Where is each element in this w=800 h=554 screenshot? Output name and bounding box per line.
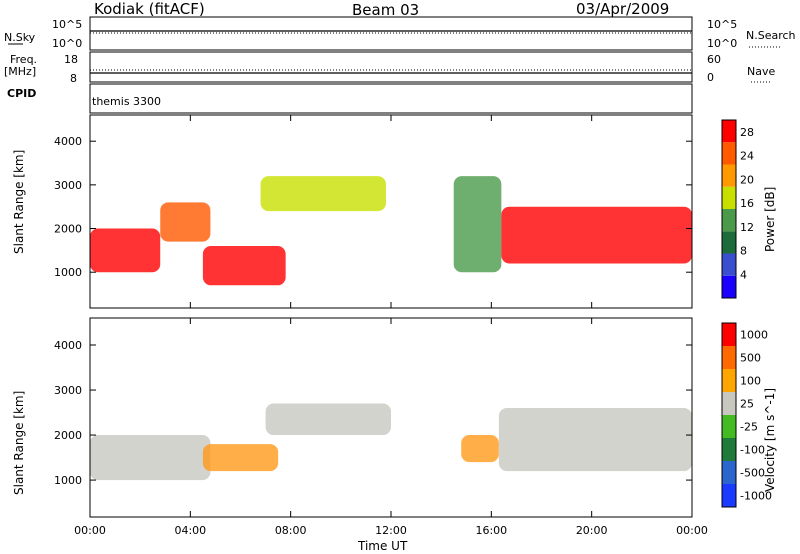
x-tick-label: 20:00: [576, 524, 608, 537]
cpid-panel-frame: [89, 83, 693, 114]
colorbar-segment: [722, 275, 736, 298]
colorbar-tick-label: -25: [740, 421, 758, 434]
y-tick-label: 3000: [54, 179, 82, 192]
echo-region: [202, 245, 286, 286]
colorbar-segment: [722, 461, 736, 484]
date-title: 03/Apr/2009: [576, 0, 670, 18]
freq-panel-frame: [89, 51, 693, 83]
nave-label: Nave: [747, 65, 776, 78]
colorbar-tick-label: -100: [740, 444, 765, 457]
x-tick-label: 00:00: [676, 524, 708, 537]
colorbar-segment: [722, 484, 736, 507]
y-tick-label: 2000: [54, 223, 82, 236]
nsearch-tick-top: 10^5: [707, 18, 738, 31]
echo-region: [501, 206, 692, 264]
colorbar-segment: [722, 369, 736, 392]
y-tick-label: 1000: [54, 474, 82, 487]
echo-region: [202, 444, 279, 472]
y-tick-label: 4000: [54, 135, 82, 148]
colorbar-tick-label: -1000: [740, 490, 772, 503]
colorbar-segment: [722, 323, 736, 346]
echo-region: [90, 435, 211, 481]
colorbar-segment: [722, 209, 736, 232]
time-xlabel: Time UT: [358, 539, 408, 553]
x-tick-label: 04:00: [174, 524, 206, 537]
x-tick-label: 08:00: [275, 524, 307, 537]
colorbar-tick-label: 20: [740, 173, 754, 186]
colorbar-segment: [722, 231, 736, 254]
colorbar-tick-label: -500: [740, 467, 765, 480]
colorbar-tick-label: 24: [740, 150, 754, 163]
colorbar-segment: [722, 120, 736, 143]
nave-tick-top: 60: [707, 53, 721, 66]
nave-tick-bottom: 0: [707, 71, 714, 84]
beam-title: Beam 03: [352, 1, 420, 19]
echo-region: [260, 176, 386, 212]
colorbar-tick-label: 1000: [740, 329, 768, 342]
colorbar-frame: [721, 322, 737, 508]
x-tick-label: 12:00: [375, 524, 407, 537]
colorbar-tick-label: 12: [740, 221, 754, 234]
colorbar-tick-label: 16: [740, 197, 754, 210]
colorbar-segment: [722, 415, 736, 438]
colorbar-segment: [722, 438, 736, 461]
nsearch-label: N.Search: [746, 29, 796, 42]
colorbar-frame: [721, 119, 737, 299]
echo-region: [498, 408, 692, 472]
colorbar-tick-label: 500: [740, 352, 761, 365]
y-tick-label: 3000: [54, 384, 82, 397]
colorbar-tick-label: 8: [740, 245, 747, 258]
cpid-value: themis 3300: [92, 95, 162, 108]
echo-region: [453, 176, 502, 273]
station-title: Kodiak (fitACF): [94, 0, 205, 18]
echo-region: [461, 435, 499, 463]
echo-region: [160, 202, 211, 242]
colorbar-segment: [722, 142, 736, 165]
colorbar-segment: [722, 186, 736, 209]
nsky-tick-top: 10^5: [52, 18, 83, 31]
freq-tick-top: 18: [64, 53, 78, 66]
colorbar-tick-label: 100: [740, 375, 761, 388]
x-tick-label: 00:00: [74, 524, 106, 537]
nsky-label: N.Sky: [4, 31, 36, 44]
freq-label: Freq.: [10, 53, 38, 66]
x-tick-label: 16:00: [475, 524, 507, 537]
colorbar-segment: [722, 164, 736, 187]
colorbar-tick-label: 28: [740, 126, 754, 139]
nsearch-tick-bottom: 10^0: [707, 37, 738, 50]
y-tick-label: 1000: [54, 266, 82, 279]
colorbar-segment: [722, 346, 736, 369]
colorbar-tick-label: 25: [740, 398, 754, 411]
cpid-label: CPID: [7, 87, 37, 100]
freq-unit-label: [MHz]: [4, 65, 37, 78]
echo-region: [265, 403, 391, 436]
echo-region: [90, 228, 161, 273]
colorbar-segment: [722, 392, 736, 415]
y-tick-label: 4000: [54, 339, 82, 352]
nsky-tick-bottom: 10^0: [52, 37, 83, 50]
y-tick-label: 2000: [54, 429, 82, 442]
freq-tick-bottom: 8: [70, 72, 77, 85]
colorbar-tick-label: 4: [740, 268, 747, 281]
colorbar-segment: [722, 253, 736, 276]
